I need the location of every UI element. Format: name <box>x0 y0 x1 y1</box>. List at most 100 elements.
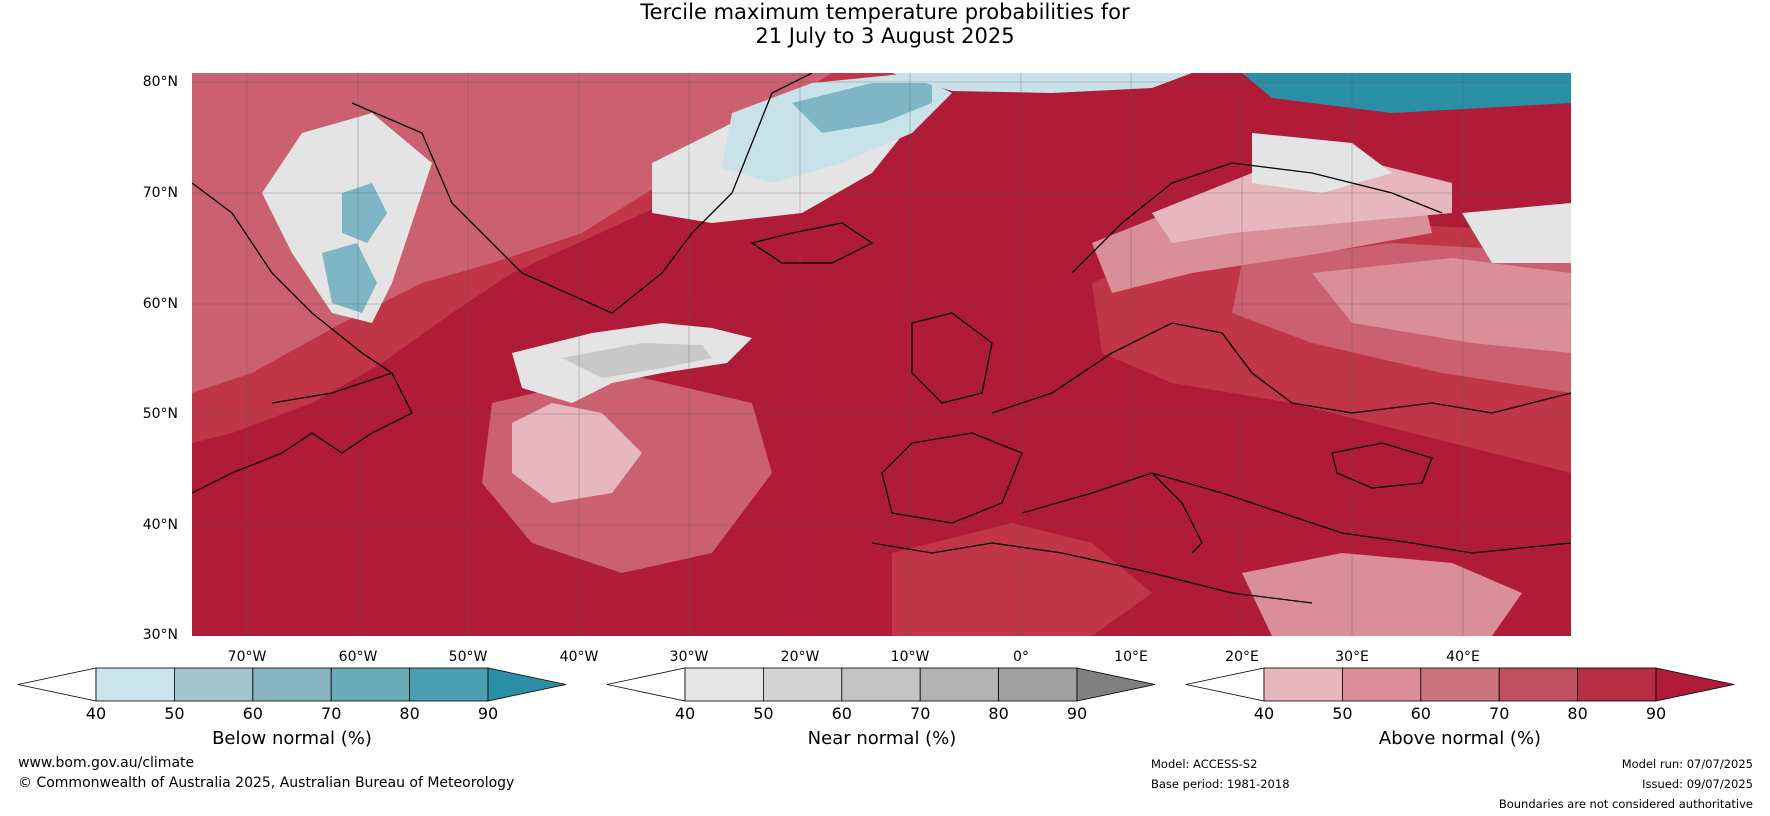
colorbar-segment <box>1420 667 1500 702</box>
coastline-europe <box>991 322 1571 414</box>
colorbar-graphic <box>606 667 1156 702</box>
copyright-text: © Commonwealth of Australia 2025, Austra… <box>18 775 515 791</box>
map-title: Tercile maximum temperature probabilitie… <box>0 0 1770 48</box>
near-normal-core-patch <box>562 343 712 378</box>
coastline-italy <box>1151 472 1203 554</box>
coastline-british-isles <box>911 312 993 404</box>
coastline-iberia <box>881 432 1023 524</box>
colorbar-segment <box>1263 667 1343 702</box>
title-line-1: Tercile maximum temperature probabilitie… <box>640 0 1130 24</box>
probability-map <box>192 73 1571 636</box>
colorbar-extend-high <box>1655 667 1735 702</box>
lat-label-40n: 40°N <box>142 517 178 533</box>
colorbar-tick-label: 90 <box>1645 704 1667 723</box>
lat-label-70n: 70°N <box>142 185 178 201</box>
coastline-mediterranean <box>1021 472 1571 554</box>
lon-label-0: 0° <box>1013 649 1029 665</box>
colorbar-tick-label: 60 <box>1410 704 1431 723</box>
colorbar-tick-label: 40 <box>85 704 107 723</box>
colorbar-graphic <box>1185 667 1735 702</box>
near-normal-russia-east <box>1462 203 1571 263</box>
colorbar-segment <box>919 667 1000 702</box>
colorbar-below-normal <box>17 667 567 702</box>
lon-label-20w: 20°W <box>780 649 820 665</box>
colorbar-tick-label: 60 <box>831 704 852 723</box>
lon-label-30w: 30°W <box>669 649 709 665</box>
lon-label-60w: 60°W <box>338 649 378 665</box>
colorbar-extend-high <box>487 667 567 702</box>
base-period-text: Base period: 1981-2018 <box>1151 777 1290 791</box>
lat-label-30n: 30°N <box>142 627 178 643</box>
colorbar-segment <box>95 667 175 702</box>
colorbar-tick-label: 40 <box>674 704 696 723</box>
colorbar-segment <box>762 667 843 702</box>
lon-label-30e: 30°E <box>1335 649 1369 665</box>
below-normal-arctic-east <box>1242 73 1571 113</box>
colorbar-tick-label: 40 <box>1253 704 1275 723</box>
coastline-iceland <box>750 222 874 264</box>
below-normal-greenland-sea-core <box>792 83 932 133</box>
colorbar-tick-label: 80 <box>1567 704 1588 723</box>
colorbar-near-normal <box>606 667 1156 702</box>
lat-label-80n: 80°N <box>142 74 178 90</box>
lon-label-70w: 70°W <box>227 649 267 665</box>
field-above-60-russia <box>1312 258 1571 353</box>
below-normal-labrador-patch <box>322 243 377 313</box>
colorbar-extend-high <box>1076 667 1156 702</box>
colorbar-extend-low <box>606 667 686 702</box>
colorbar-segment <box>1498 667 1579 702</box>
colorbar-segment <box>1577 667 1657 702</box>
colorbar-segment <box>330 667 411 702</box>
colorbar-tick-label: 50 <box>164 704 185 723</box>
colorbar-above-normal <box>1185 667 1735 702</box>
colorbar-title-below: Below normal (%) <box>212 728 372 749</box>
coastline-newfoundland <box>192 372 413 494</box>
lon-label-10w: 10°W <box>890 649 930 665</box>
colorbar-extend-low <box>1185 667 1265 702</box>
coastline-canada-north <box>192 182 393 374</box>
colorbar-tick-label: 70 <box>910 704 931 723</box>
colorbar-tick-label: 80 <box>399 704 420 723</box>
colorbar-segment <box>1341 667 1422 702</box>
near-normal-lapland <box>1252 133 1392 193</box>
coastline-greenland <box>351 73 813 314</box>
colorbar-title-above: Above normal (%) <box>1378 728 1542 749</box>
colorbar-extend-low <box>17 667 97 702</box>
field-above-50-arctic-norway <box>1152 163 1452 243</box>
colorbar-tick-label: 90 <box>477 704 499 723</box>
colorbar-graphic <box>17 667 567 702</box>
issued-text: Issued: 09/07/2025 <box>1642 777 1753 791</box>
above-50-atlantic-patch <box>512 403 642 503</box>
lon-label-40e: 40°E <box>1446 649 1480 665</box>
colorbar-title-near: Near normal (%) <box>807 728 957 749</box>
title-line-2: 21 July to 3 August 2025 <box>755 24 1015 48</box>
coastline-black-sea <box>1331 442 1433 489</box>
colorbar-tick-label: 70 <box>1489 704 1510 723</box>
lat-label-60n: 60°N <box>142 296 178 312</box>
colorbar-tick-label: 90 <box>1066 704 1088 723</box>
colorbar-tick-label: 70 <box>321 704 342 723</box>
map-canvas <box>192 73 1571 636</box>
lon-label-20e: 20°E <box>1225 649 1259 665</box>
colorbar-segment <box>173 667 254 702</box>
field-above-80-north-africa <box>892 523 1152 636</box>
lat-label-50n: 50°N <box>142 406 178 422</box>
model-text: Model: ACCESS-S2 <box>1151 757 1258 771</box>
colorbar-tick-label: 60 <box>242 704 263 723</box>
colorbar-tick-label: 80 <box>988 704 1009 723</box>
lon-label-40w: 40°W <box>559 649 599 665</box>
colorbar-tick-label: 50 <box>753 704 774 723</box>
colorbar-segment <box>409 667 489 702</box>
disclaimer-text: Boundaries are not considered authoritat… <box>1498 797 1753 811</box>
website-link[interactable]: www.bom.gov.au/climate <box>18 755 195 771</box>
colorbar-tick-label: 50 <box>1332 704 1353 723</box>
below-normal-baffin-patch <box>342 183 387 243</box>
model-run-text: Model run: 07/07/2025 <box>1621 757 1753 771</box>
colorbar-segment <box>252 667 332 702</box>
below-normal-arctic-north <box>892 73 1192 93</box>
colorbar-segment <box>998 667 1078 702</box>
lon-label-50w: 50°W <box>448 649 488 665</box>
coastline-north-africa <box>871 542 1313 604</box>
colorbar-segment <box>684 667 764 702</box>
lon-label-10e: 10°E <box>1114 649 1148 665</box>
